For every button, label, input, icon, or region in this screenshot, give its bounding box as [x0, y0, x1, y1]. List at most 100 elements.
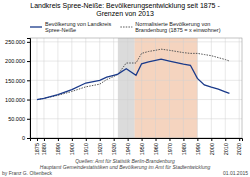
x-tick: 1910 [83, 138, 89, 155]
annotation: by Franz G. Oltenbeck [2, 170, 53, 176]
y-grid-line [30, 41, 242, 42]
y-tick-mark [27, 138, 30, 139]
x-tick-label: 1890 [55, 143, 61, 155]
legend: Bevölkerung von LandkreisSpree-Neiße Norm… [30, 21, 221, 33]
x-tick-label: 1970 [167, 143, 173, 155]
legend-swatch [30, 26, 42, 27]
lines [37, 49, 229, 99]
x-grid-line [239, 38, 240, 138]
y-tick-label: 50.000 [8, 116, 25, 122]
x-tick-mark [169, 138, 170, 141]
x-grid-line [57, 38, 58, 138]
x-tick: 1990 [195, 138, 201, 155]
x-grid-line [99, 38, 100, 138]
x-tick: 1890 [55, 138, 61, 155]
x-grid-line [113, 38, 114, 138]
plot-frame [30, 38, 242, 138]
y-tick: 0 [22, 135, 30, 141]
x-tick-mark [37, 138, 38, 141]
x-tick-label: 1990 [195, 143, 201, 155]
x-grid-line [155, 38, 156, 138]
y-tick: 200.000 [5, 58, 30, 64]
y-tick-label: 0 [22, 135, 25, 141]
x-tick: 1920 [97, 138, 103, 155]
x-tick: 1950 [139, 138, 145, 155]
x-tick-label: 2000 [209, 143, 215, 155]
series-line [37, 49, 229, 99]
y-tick-mark [27, 61, 30, 62]
x-tick: 1980 [181, 138, 187, 155]
x-tick-mark [211, 138, 212, 141]
x-tick: 1930 [111, 138, 117, 155]
x-tick-mark [86, 138, 87, 141]
y-grid-line [30, 61, 242, 62]
title-line: Grenzen von 2013 [96, 10, 154, 17]
x-tick-mark [128, 138, 129, 141]
y-axis-line [27, 39, 31, 139]
x-tick-mark [239, 138, 240, 141]
y-grid-line [30, 118, 242, 119]
x-grid-line [169, 38, 170, 138]
x-tick-label: 1910 [83, 143, 89, 155]
chart-svg: 050.000100.000150.000200.000250.00018751… [0, 0, 250, 177]
x-tick-label: 1950 [139, 143, 145, 155]
x-grid-line [141, 38, 142, 138]
shaded-region [118, 38, 135, 138]
x-tick-label: 2020 [236, 143, 242, 155]
x-tick-label: 1900 [69, 143, 75, 155]
x-axis-line [31, 139, 243, 142]
y-tick-mark [27, 100, 30, 101]
x-tick-mark [156, 138, 157, 141]
x-tick: 1880 [41, 138, 47, 155]
x-tick: 2010 [223, 138, 229, 155]
chart-container: 050.000100.000150.000200.000250.00018751… [0, 0, 250, 177]
y-tick: 150.000 [5, 78, 30, 84]
y-grid-line [30, 99, 242, 100]
x-tick-label: 1960 [153, 143, 159, 155]
y-tick: 250.000 [5, 39, 30, 45]
x-axis: 18751880 1890 1900 1910 1920 1930 1940 1950 1960… [31, 138, 243, 155]
legend-label-line: Spree-Neiße [45, 27, 76, 33]
x-tick: 1970 [167, 138, 173, 155]
x-tick: 1875 [34, 138, 40, 155]
legend-entry: Bevölkerung von LandkreisSpree-Neiße [30, 21, 112, 33]
y-tick-label: 100.000 [5, 97, 25, 103]
y-tick-label: 200.000 [5, 58, 25, 64]
y-grid-line [30, 80, 242, 81]
x-grid-line [36, 38, 37, 138]
x-tick-label: 1980 [181, 143, 187, 155]
y-tick: 100.000 [5, 97, 30, 103]
x-tick: 1900 [69, 138, 75, 155]
title: Landkreis Spree-Neiße: Bevölkerungsentwi… [30, 2, 220, 17]
footer: Quellen: Amt für Statistik Berlin-Brande… [2, 158, 248, 176]
x-tick: 1960 [153, 138, 159, 155]
x-tick-mark [100, 138, 101, 141]
x-tick-label: 2010 [223, 143, 229, 155]
x-grid-line [71, 38, 72, 138]
legend-swatch [120, 27, 132, 28]
x-tick-mark [58, 138, 59, 141]
grid [30, 38, 242, 138]
y-axis: 0 50.000 100.000 150.000 200.000 250.000 [5, 39, 30, 142]
x-tick-label: 1875 [34, 143, 40, 155]
x-tick-label: 1930 [111, 143, 117, 155]
legend-label: Bevölkerung von LandkreisSpree-Neiße [45, 21, 112, 33]
x-tick: 2000 [209, 138, 215, 155]
y-tick: 50.000 [8, 116, 30, 122]
y-tick-mark [27, 80, 30, 81]
x-grid-line [85, 38, 86, 138]
x-tick-mark [197, 138, 198, 141]
legend-entry: Normalisierte Bevölkerung vonBrandenburg… [120, 21, 220, 33]
x-tick-mark [44, 138, 45, 141]
annotation: Hauptamt Gemeindestatistiken und Bevölke… [40, 164, 211, 170]
x-tick-label: 1940 [125, 143, 131, 155]
x-tick-label: 1920 [97, 143, 103, 155]
x-tick-mark [114, 138, 115, 141]
plot-background [30, 38, 242, 138]
y-tick-label: 250.000 [5, 39, 25, 45]
y-tick-mark [27, 119, 30, 120]
x-grid-line [43, 38, 44, 138]
series-line [37, 59, 229, 99]
annotation: 01.01.2015 [223, 170, 248, 176]
x-tick-label: 1880 [41, 143, 47, 155]
